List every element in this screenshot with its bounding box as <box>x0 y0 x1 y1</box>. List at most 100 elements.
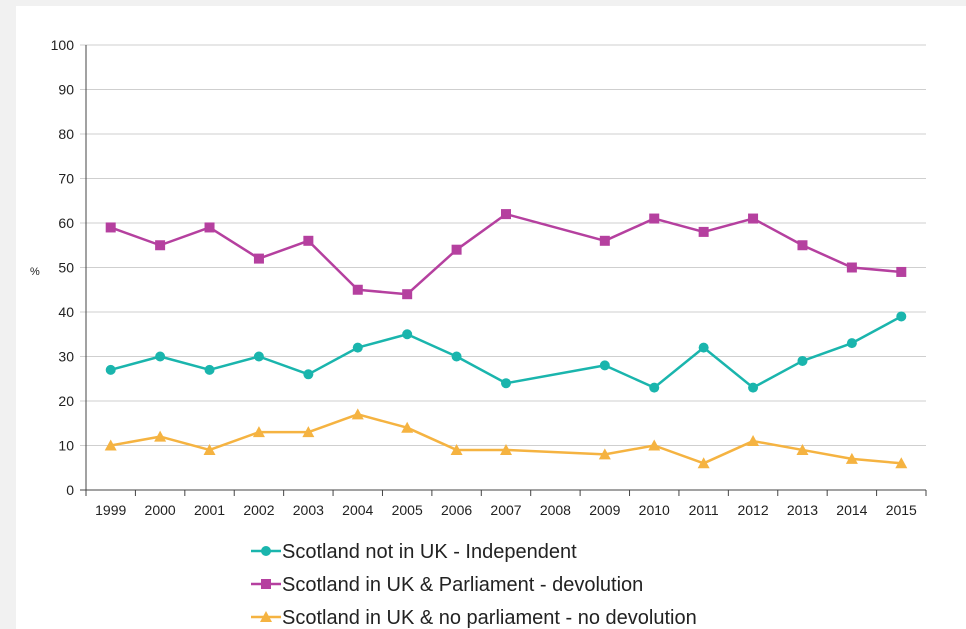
data-point <box>796 443 809 455</box>
data-point <box>204 364 215 375</box>
legend-item: Scotland in UK & no parliament - no devo… <box>251 607 697 629</box>
data-point <box>402 329 413 340</box>
data-point <box>451 244 462 255</box>
y-tick-label: 50 <box>58 260 74 276</box>
legend-item: Scotland in UK & Parliament - devolution <box>251 574 643 596</box>
data-point <box>649 382 660 393</box>
y-axis-ticks: 0 10 20 30 40 50 60 70 80 90 100 <box>51 37 75 498</box>
series-line <box>110 315 902 389</box>
data-point <box>451 351 462 362</box>
legend-item: Scotland not in UK - Independent <box>251 541 577 563</box>
x-axis-ticks: 1999 2000 2001 2002 2003 2004 2005 2006 2007 2008… <box>85 490 927 518</box>
data-point <box>450 443 463 455</box>
x-tick-label: 2007 <box>490 502 521 518</box>
data-point <box>747 435 760 447</box>
series-1 <box>105 311 907 393</box>
series-line <box>110 212 902 296</box>
x-tick-label: 2014 <box>836 502 867 518</box>
data-point <box>401 421 414 433</box>
data-point <box>501 209 511 220</box>
legend-label: Scotland in UK & Parliament - devolution <box>282 574 643 596</box>
x-tick-label: 2004 <box>342 502 373 518</box>
data-point <box>203 443 216 455</box>
x-tick-label: 2008 <box>540 502 571 518</box>
data-point <box>105 222 116 233</box>
data-point <box>748 382 759 393</box>
data-point <box>599 360 610 371</box>
data-point <box>104 439 117 451</box>
series-2 <box>105 209 907 300</box>
gridlines <box>80 44 926 491</box>
line-chart: 0 10 20 30 40 50 60 70 80 90 100 1999 2000 2001 2002 2… <box>30 37 927 629</box>
data-point <box>303 235 314 246</box>
data-point <box>896 266 907 277</box>
data-point <box>748 213 759 224</box>
legend-label: Scotland not in UK - Independent <box>282 541 577 563</box>
legend-marker <box>261 546 271 556</box>
x-tick-label: 2002 <box>243 502 274 518</box>
legend-marker <box>261 579 271 589</box>
y-tick-label: 0 <box>66 482 74 498</box>
data-point <box>253 351 264 362</box>
data-point <box>599 235 610 246</box>
data-point <box>698 342 709 353</box>
x-tick-label: 2006 <box>441 502 472 518</box>
y-tick-label: 100 <box>51 37 75 53</box>
chart-container: 0 10 20 30 40 50 60 70 80 90 100 1999 2000 2001 2002 2… <box>16 6 966 629</box>
data-point <box>352 342 363 353</box>
data-point <box>845 452 858 464</box>
x-tick-label: 2009 <box>589 502 620 518</box>
data-point <box>402 289 413 300</box>
data-point <box>797 355 808 366</box>
y-tick-label: 10 <box>58 438 74 454</box>
x-tick-label: 2010 <box>639 502 670 518</box>
y-axis-label: % <box>30 266 40 278</box>
x-tick-label: 1999 <box>95 502 126 518</box>
data-point <box>204 222 215 233</box>
legend: Scotland not in UK - Independent Scotland… <box>201 527 798 629</box>
data-point <box>598 448 611 460</box>
data-point <box>797 240 808 251</box>
data-point <box>895 457 908 469</box>
x-tick-label: 2013 <box>787 502 818 518</box>
y-tick-label: 70 <box>58 171 74 187</box>
x-tick-label: 2011 <box>689 502 719 518</box>
data-series <box>104 209 908 469</box>
data-point <box>155 240 166 251</box>
x-tick-label: 2001 <box>194 502 225 518</box>
x-tick-label: 2015 <box>886 502 917 518</box>
data-point <box>154 430 167 442</box>
y-tick-label: 90 <box>58 82 74 98</box>
data-point <box>253 253 264 264</box>
legend-marker <box>260 611 272 622</box>
y-tick-label: 60 <box>58 215 74 231</box>
data-point <box>105 364 116 375</box>
data-point <box>303 369 314 380</box>
x-tick-label: 2003 <box>293 502 324 518</box>
data-point <box>352 284 363 295</box>
data-point <box>500 443 512 455</box>
data-point <box>648 439 661 451</box>
data-point <box>697 457 710 469</box>
y-tick-label: 20 <box>58 393 74 409</box>
y-tick-label: 30 <box>58 349 74 365</box>
data-point <box>698 226 709 237</box>
data-point <box>155 351 166 362</box>
x-tick-label: 2012 <box>737 502 768 518</box>
series-line <box>110 413 902 465</box>
data-point <box>846 262 857 273</box>
y-tick-label: 80 <box>58 126 74 142</box>
y-tick-label: 40 <box>58 304 74 320</box>
data-point <box>351 408 364 420</box>
x-tick-label: 2000 <box>145 502 176 518</box>
data-point <box>302 426 315 438</box>
data-point <box>896 311 907 322</box>
series-3 <box>104 408 908 469</box>
data-point <box>846 338 857 349</box>
data-point <box>252 426 265 438</box>
legend-label: Scotland in UK & no parliament - no devo… <box>282 607 697 629</box>
data-point <box>649 213 660 224</box>
legend-background <box>201 527 798 629</box>
data-point <box>501 378 511 389</box>
x-tick-label: 2005 <box>392 502 423 518</box>
